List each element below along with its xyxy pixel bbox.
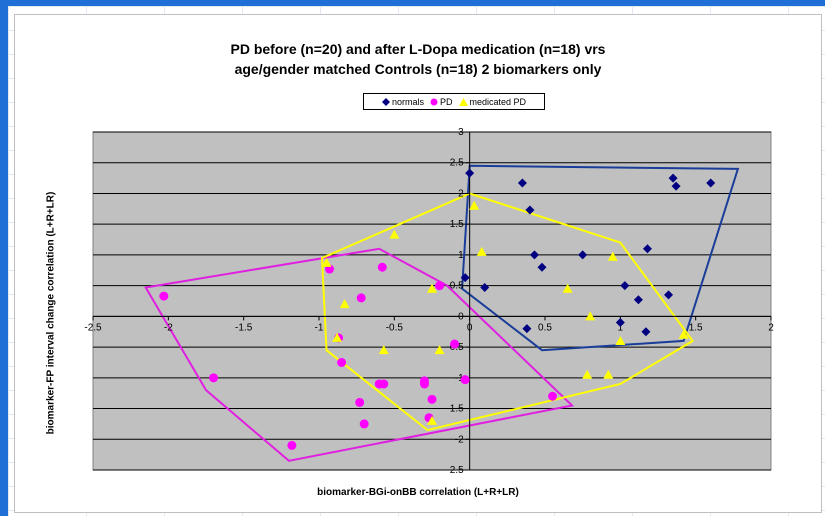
normals-point bbox=[615, 318, 625, 328]
chart-title-line1: PD before (n=20) and after L-Dopa medica… bbox=[230, 41, 606, 57]
y-tick-label: -1 bbox=[455, 373, 464, 384]
pd-point bbox=[359, 419, 369, 429]
x-axis-label: biomarker-BGi-onBB correlation (L+R+LR) bbox=[317, 487, 519, 498]
legend-item-pd: PD bbox=[430, 97, 453, 107]
y-tick-label: 1.5 bbox=[450, 219, 464, 230]
pd-point bbox=[337, 357, 347, 367]
x-tick-label: -0.5 bbox=[386, 322, 404, 333]
legend-item-medicated-pd: medicated PD bbox=[458, 96, 527, 107]
pd-point bbox=[287, 440, 297, 450]
x-tick-label: 1.5 bbox=[689, 322, 703, 333]
medicated-pd-point bbox=[332, 332, 343, 342]
x-tick-label: 1 bbox=[618, 322, 624, 333]
normals-point bbox=[537, 262, 547, 272]
y-tick-label: 0 bbox=[458, 311, 464, 322]
points-layer bbox=[159, 168, 716, 450]
pd-point bbox=[159, 291, 169, 301]
pd-point bbox=[355, 397, 365, 407]
chart-title-line2: age/gender matched Controls (n=18) 2 bio… bbox=[234, 61, 602, 77]
normals-point bbox=[664, 290, 674, 300]
chart-area: PD before (n=20) and after L-Dopa medica… bbox=[14, 14, 822, 513]
normals-point bbox=[620, 281, 630, 291]
normals-point bbox=[525, 205, 535, 215]
x-tick-label: 0.5 bbox=[538, 322, 552, 333]
y-tick-label: 0.5 bbox=[450, 281, 464, 292]
normals-point bbox=[460, 273, 470, 283]
normals-point bbox=[641, 327, 651, 337]
medicated-pd-point bbox=[427, 283, 437, 293]
x-tick-label: -1.5 bbox=[235, 322, 253, 333]
y-tick-label: 2 bbox=[458, 188, 464, 199]
x-tick-label: -2.5 bbox=[84, 322, 102, 333]
medicated-pd-point bbox=[476, 246, 487, 256]
chart-legend: normals PD medicated PD bbox=[363, 93, 545, 110]
pd-point bbox=[435, 281, 445, 291]
legend-item-normals: normals bbox=[381, 96, 424, 107]
y-tick-label: -1.5 bbox=[446, 404, 464, 415]
pd-point bbox=[460, 375, 470, 385]
pd-point bbox=[450, 339, 460, 349]
y-tick-label: -2.5 bbox=[446, 465, 464, 476]
pd-point bbox=[377, 262, 387, 272]
medicated-pd-point bbox=[339, 299, 350, 309]
medicated-pd-point bbox=[615, 335, 626, 345]
window-top-border bbox=[0, 0, 825, 6]
normals-point bbox=[480, 282, 490, 292]
triangle-marker-icon bbox=[458, 97, 468, 106]
pd-point bbox=[427, 394, 437, 404]
y-tick-label: 2.5 bbox=[450, 158, 464, 169]
x-tick-label: -1 bbox=[315, 322, 324, 333]
medicated-pd-point bbox=[562, 283, 573, 293]
pd-point bbox=[379, 379, 389, 389]
medicated-pd-point bbox=[469, 200, 480, 210]
pd-point bbox=[356, 293, 366, 303]
medicated-pd-point bbox=[427, 415, 437, 425]
normals-point bbox=[465, 168, 475, 178]
y-tick-label: -2 bbox=[455, 434, 464, 445]
normals-point bbox=[671, 181, 681, 191]
medicated-pd-point bbox=[434, 345, 445, 355]
normals-point bbox=[529, 250, 539, 260]
y-axis-label: biomarker-FP interval change correlation… bbox=[45, 191, 57, 435]
medicated-pd-point bbox=[678, 329, 689, 339]
pd-point bbox=[209, 373, 219, 383]
medicated-pd-point bbox=[603, 369, 614, 379]
window-left-border bbox=[0, 0, 8, 516]
x-tick-label: 0 bbox=[467, 322, 473, 333]
circle-marker-icon bbox=[430, 98, 438, 105]
medicated-pd-point bbox=[321, 257, 332, 267]
y-tick-label: 3 bbox=[458, 127, 464, 138]
pd-point bbox=[548, 391, 558, 401]
medicated-pd-point bbox=[582, 369, 593, 379]
normals-point bbox=[633, 295, 643, 305]
medicated-pd-point bbox=[585, 311, 596, 321]
x-tick-label: 2 bbox=[768, 322, 774, 333]
scatter-plot: -2.5-2-1.5-1-0.500.511.5232.521.510.50-0… bbox=[84, 127, 774, 476]
legend-label-pd: PD bbox=[439, 96, 453, 107]
plot-background bbox=[92, 131, 772, 471]
medicated-pd-point bbox=[389, 229, 400, 239]
normals-point bbox=[522, 324, 532, 334]
legend-label-normals: normals bbox=[391, 96, 424, 107]
normals-hull bbox=[461, 164, 740, 352]
legend-label-medicated-pd: medicated PD bbox=[469, 96, 527, 107]
medicated-pd-point bbox=[378, 345, 389, 355]
PD-hull bbox=[144, 247, 575, 462]
normals-point bbox=[578, 250, 588, 260]
normals-point bbox=[706, 178, 716, 188]
x-tick-label: -2 bbox=[164, 322, 173, 333]
normals-point bbox=[642, 244, 652, 254]
pd-point bbox=[419, 376, 429, 386]
y-tick-label: 1 bbox=[458, 250, 464, 261]
diamond-marker-icon bbox=[381, 97, 390, 106]
normals-point bbox=[668, 173, 678, 183]
normals-point bbox=[517, 178, 527, 188]
medicated-pd-point bbox=[607, 251, 618, 261]
